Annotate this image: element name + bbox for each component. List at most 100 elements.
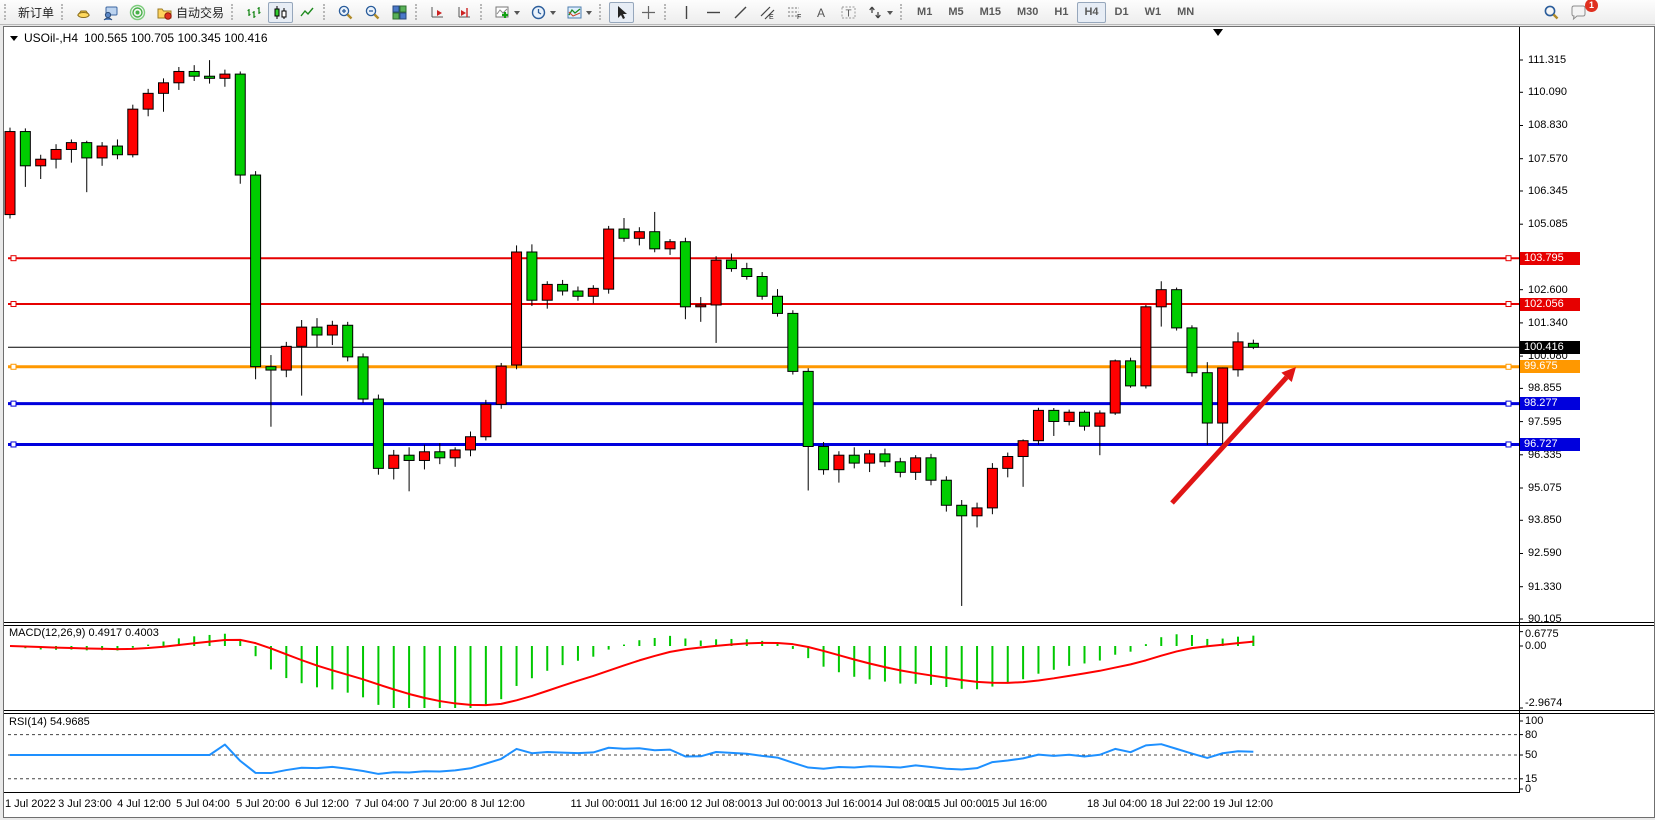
- timeframe-m5[interactable]: M5: [941, 2, 970, 23]
- toolbar-grip: [323, 4, 328, 20]
- fibonacci-button[interactable]: F: [782, 2, 807, 23]
- templates-button[interactable]: [562, 2, 596, 23]
- candle-up: [1217, 367, 1229, 424]
- candle-up: [1109, 360, 1121, 414]
- tile-windows-button[interactable]: [387, 2, 412, 23]
- timeframe-m15[interactable]: M15: [973, 2, 1008, 23]
- line-handle[interactable]: [10, 363, 17, 370]
- navigator-button[interactable]: [125, 2, 150, 23]
- arrows-button[interactable]: [863, 2, 897, 23]
- periods-button[interactable]: [526, 2, 560, 23]
- x-axis-label: 1 Jul 2022: [5, 798, 56, 810]
- chart-window: USOil-,H4 100.565 100.705 100.345 100.41…: [3, 26, 1655, 818]
- zoom-out-button[interactable]: [360, 2, 385, 23]
- cursor-button[interactable]: [609, 1, 635, 23]
- line-handle[interactable]: [10, 255, 17, 262]
- chart-shift-icon: [458, 6, 471, 17]
- chevron-down-icon: [586, 10, 593, 18]
- label-button[interactable]: T: [836, 2, 861, 23]
- candle-down: [894, 461, 906, 473]
- zoom-in-icon: [338, 5, 353, 19]
- toolbar-grip: [480, 4, 485, 20]
- search-button[interactable]: [1539, 2, 1564, 23]
- vertical-line-icon: [685, 5, 688, 19]
- line-handle[interactable]: [1505, 400, 1512, 407]
- line-handle[interactable]: [1505, 441, 1512, 448]
- timeframe-m1[interactable]: M1: [910, 2, 939, 23]
- trend-arrow[interactable]: [1170, 375, 1289, 505]
- line-handle[interactable]: [1505, 301, 1512, 308]
- trendline-button[interactable]: [728, 2, 753, 23]
- candlestick-button[interactable]: [268, 1, 294, 23]
- candle-up: [142, 92, 154, 110]
- timeframe-h4[interactable]: H4: [1077, 1, 1106, 23]
- line-handle[interactable]: [10, 301, 17, 308]
- timeframe-d1[interactable]: D1: [1108, 2, 1136, 23]
- candle-down: [234, 73, 246, 176]
- line-handle[interactable]: [1505, 363, 1512, 370]
- candle-up: [480, 403, 492, 438]
- candle-up: [1232, 341, 1244, 371]
- line-handle[interactable]: [10, 441, 17, 448]
- line-handle[interactable]: [1505, 255, 1512, 262]
- timeframe-mn[interactable]: MN: [1170, 2, 1201, 23]
- candle-down: [879, 453, 891, 463]
- candle-down: [19, 131, 31, 167]
- bar-chart-button[interactable]: [241, 2, 266, 23]
- candle-up: [1063, 411, 1075, 422]
- candle-up: [833, 454, 845, 471]
- candle-down: [265, 366, 277, 371]
- auto-trading-button[interactable]: 自动交易: [152, 2, 228, 23]
- new-order-button[interactable]: 新订单: [14, 2, 58, 23]
- candle-down: [940, 479, 952, 506]
- candle-down: [756, 276, 768, 297]
- candle-down: [787, 312, 799, 372]
- notification-badge: 1: [1585, 0, 1598, 12]
- line-chart-button[interactable]: [295, 2, 320, 23]
- candle-up: [633, 231, 645, 239]
- x-axis-label: 6 Jul 12:00: [295, 798, 349, 810]
- chart-plot[interactable]: [4, 27, 1654, 793]
- candle-up: [388, 454, 400, 469]
- candle-down: [1171, 289, 1183, 329]
- crosshair-icon: [642, 5, 656, 19]
- candle-up: [603, 228, 615, 290]
- x-axis-label: 18 Jul 22:00: [1150, 798, 1210, 810]
- line-handle[interactable]: [10, 400, 17, 407]
- channel-button[interactable]: E: [755, 2, 780, 23]
- svg-text:A: A: [817, 6, 825, 20]
- channel-icon: E: [760, 6, 775, 21]
- candle-down: [956, 504, 968, 517]
- timeframe-h1[interactable]: H1: [1047, 2, 1075, 23]
- data-window-button[interactable]: [98, 2, 123, 23]
- notifications-button[interactable]: 1: [1566, 0, 1598, 23]
- candle-up: [173, 70, 185, 84]
- trend-arrow-head[interactable]: [1281, 367, 1296, 383]
- text-button[interactable]: A: [809, 2, 834, 23]
- candle-up: [296, 326, 308, 347]
- candle-up: [465, 436, 476, 451]
- candle-up: [986, 467, 998, 509]
- chart-shift-button[interactable]: [452, 2, 477, 23]
- timeframe-m30[interactable]: M30: [1010, 2, 1045, 23]
- candle-up: [4, 131, 16, 216]
- market-watch-button[interactable]: [71, 2, 96, 23]
- x-axis-label: 5 Jul 20:00: [236, 798, 290, 810]
- timeframe-w1[interactable]: W1: [1138, 2, 1169, 23]
- symbol-dropdown-icon[interactable]: [10, 35, 18, 45]
- candle-down: [772, 295, 783, 314]
- vertical-line-button[interactable]: [674, 2, 699, 23]
- cursor-icon: [618, 5, 628, 19]
- auto-scroll-button[interactable]: [425, 2, 450, 23]
- time-axis[interactable]: 1 Jul 2022 3 Jul 23:00 4 Jul 12:00 5 Jul 04…: [4, 793, 1654, 817]
- candle-up: [511, 251, 523, 366]
- chart-shift-marker[interactable]: [1213, 29, 1223, 36]
- horizontal-line-icon: [707, 11, 721, 13]
- crosshair-button[interactable]: [636, 2, 661, 23]
- ohlc-values: 100.565 100.705 100.345 100.416: [84, 31, 268, 45]
- zoom-in-button[interactable]: [333, 2, 358, 23]
- indicators-button[interactable]: [490, 2, 524, 23]
- zoom-out-icon: [365, 5, 380, 19]
- candle-down: [572, 290, 584, 297]
- horizontal-line-button[interactable]: [701, 2, 726, 23]
